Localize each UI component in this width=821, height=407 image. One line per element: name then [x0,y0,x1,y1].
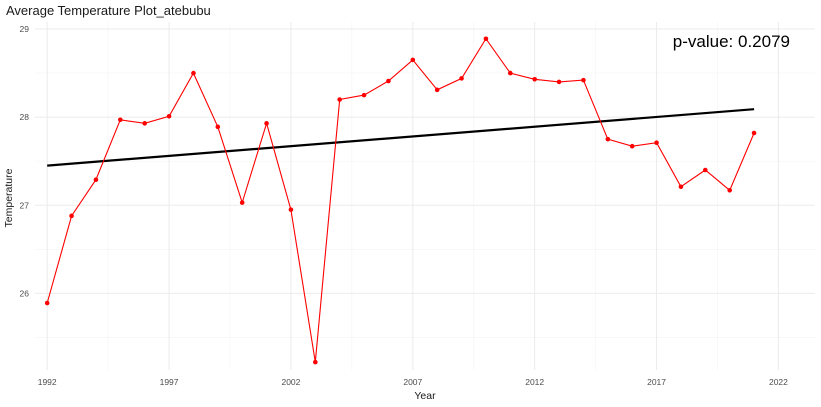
data-point [313,359,318,365]
y-tick-labels: 26 27 28 29 [20,24,30,298]
data-point [264,121,269,126]
y-tick-label: 28 [20,112,30,122]
points-layer [44,36,757,365]
p-value-annotation: p-value: 0.2079 [673,32,790,51]
data-point [532,76,537,82]
data-point [93,177,99,183]
x-tick-label: 2002 [281,377,300,387]
data-point [44,300,50,306]
grid [35,22,815,370]
x-tick-label: 2007 [403,377,422,387]
x-tick-labels: 1992 1997 2002 2007 2012 2017 2022 [38,377,788,387]
data-point [337,97,342,102]
trend-layer [47,108,755,167]
temperature-line [46,37,755,363]
data-point [434,87,440,93]
data-point [508,70,513,76]
data-point [191,70,196,76]
data-point [703,167,708,173]
x-tick-label: 1997 [160,377,179,387]
y-tick-label: 29 [20,24,30,34]
x-tick-label: 1992 [38,377,57,387]
data-point [678,184,684,190]
data-point [386,78,391,84]
y-axis-label: Temperature [3,168,15,227]
y-tick-label: 27 [20,200,30,210]
chart-title: Average Temperature Plot_atebubu [6,3,211,18]
data-point [581,77,586,83]
data-point [215,124,221,130]
data-point [69,213,74,219]
trend-line [47,108,755,167]
data-point [361,92,367,98]
data-point [751,130,757,136]
data-point [556,79,562,85]
y-tick-label: 26 [20,288,30,298]
x-axis-label: Year [414,390,436,402]
x-tick-label: 2012 [525,377,544,387]
data-point [239,200,245,205]
data-point [629,143,635,149]
data-point [142,121,147,126]
data-point [654,140,659,145]
data-point [605,136,611,142]
data-point [459,76,464,81]
data-point [727,187,732,193]
series-layer [46,37,755,363]
data-point [483,36,489,42]
data-point [166,113,172,119]
x-tick-label: 2022 [769,377,788,387]
x-tick-label: 2017 [647,377,666,387]
data-point [118,117,123,123]
data-point [288,207,294,212]
data-point [410,57,416,63]
